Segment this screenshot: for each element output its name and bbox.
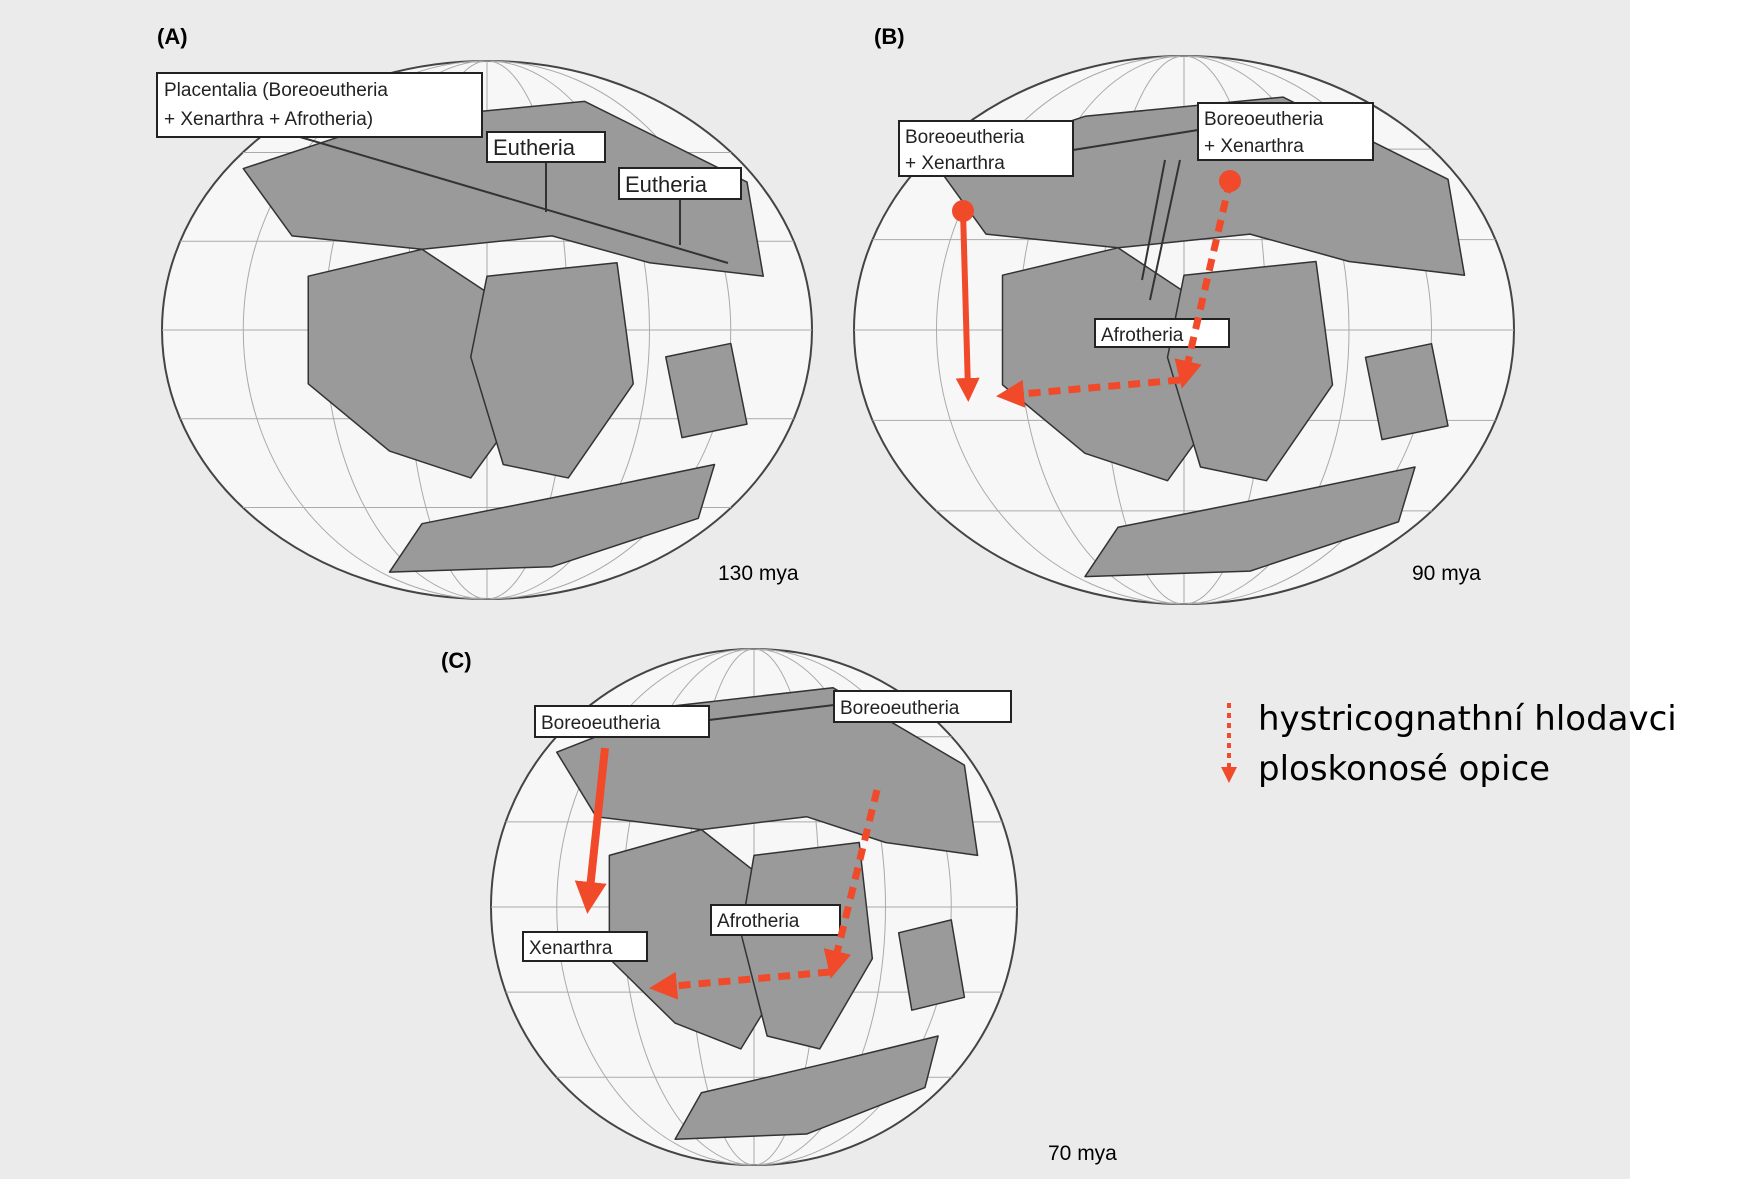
- callout-text: Eutheria: [493, 135, 576, 160]
- callout-text: Boreoeutheria: [840, 698, 960, 719]
- callout-text: Placentalia (Boreoeutheria: [164, 80, 388, 101]
- panel-label: (C): [441, 648, 472, 673]
- panel-label: (B): [874, 24, 905, 49]
- panel-age: 130 mya: [718, 562, 799, 585]
- callout-text: Boreoeutheria: [1204, 109, 1324, 130]
- legend-text: ploskonosé opice: [1258, 749, 1550, 789]
- callout-text: Xenarthra: [529, 938, 613, 959]
- callout-text: Afrotheria: [1101, 325, 1184, 346]
- figure: (A) 130 mya Placentalia (Boreoeutheria +…: [0, 0, 1748, 1179]
- legend-text: hystricognathní hlodavci: [1258, 699, 1677, 739]
- arrow-origin: [1219, 170, 1241, 192]
- callout-text: Eutheria: [625, 172, 708, 197]
- callout-text: Afrotheria: [717, 911, 800, 932]
- panel-age: 70 mya: [1048, 1142, 1117, 1165]
- panel-age: 90 mya: [1412, 562, 1481, 585]
- panel-label: (A): [157, 24, 188, 49]
- callout-text: + Xenarthra: [905, 153, 1005, 174]
- callout-text: Boreoeutheria: [905, 127, 1025, 148]
- callout-text: Boreoeutheria: [541, 713, 661, 734]
- callout-text: + Xenarthra: [1204, 136, 1304, 157]
- arrow-origin: [952, 200, 974, 222]
- callout-text: + Xenarthra + Afrotheria): [164, 109, 373, 130]
